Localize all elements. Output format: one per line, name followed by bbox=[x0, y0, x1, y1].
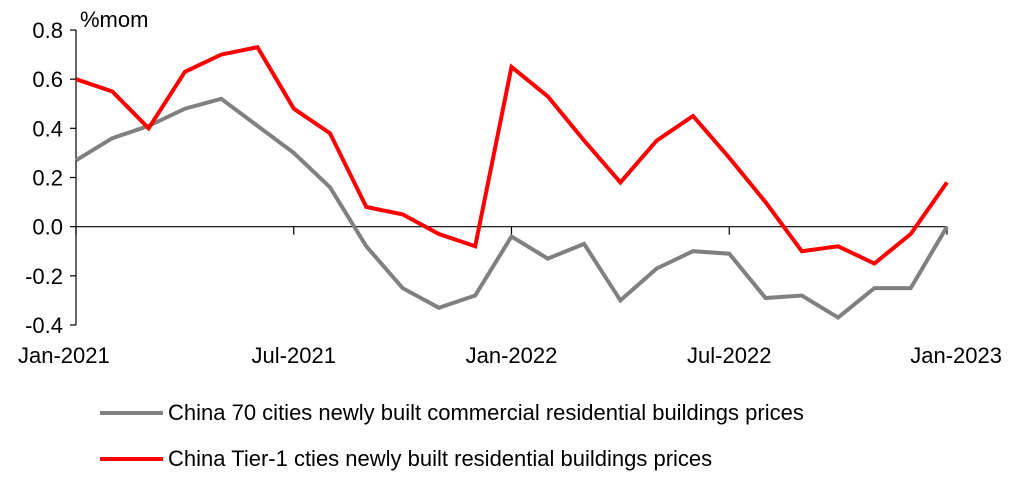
y-axis-unit-label: %mom bbox=[80, 7, 148, 32]
y-tick-label: 0.0 bbox=[32, 215, 63, 240]
legend-item-tier1-cities: China Tier-1 cties newly built residenti… bbox=[100, 442, 1000, 476]
line-chart: 0.8 0.6 0.4 0.2 0.0 -0.2 -0.4 Jan-2021 Jul-2021 J… bbox=[18, 7, 1002, 368]
y-tick-label: 0.8 bbox=[32, 18, 63, 43]
x-tick-label: Jan-2023 bbox=[910, 343, 1002, 368]
series-line-70-cities bbox=[74, 96, 949, 321]
legend-label-70-cities: China 70 cities newly built commercial r… bbox=[168, 400, 804, 425]
legend-swatch-70-cities bbox=[100, 411, 163, 415]
x-tick-label: Jan-2021 bbox=[18, 343, 110, 368]
series-line-tier1-cities bbox=[75, 44, 949, 266]
legend-swatch-tier1-cities bbox=[100, 457, 163, 461]
y-tick-label: -0.2 bbox=[25, 264, 63, 289]
y-tick-label: 0.4 bbox=[32, 116, 63, 141]
y-tick-label: -0.4 bbox=[25, 313, 63, 338]
x-tick-label: Jul-2021 bbox=[252, 343, 336, 368]
legend-item-70-cities: China 70 cities newly built commercial r… bbox=[100, 396, 1000, 430]
y-tick-label: 0.2 bbox=[32, 166, 63, 191]
x-tick-label: Jan-2022 bbox=[466, 343, 558, 368]
x-tick-label: Jul-2022 bbox=[687, 343, 771, 368]
legend-label-tier1-cities: China Tier-1 cties newly built residenti… bbox=[168, 446, 713, 471]
y-tick-label: 0.6 bbox=[32, 67, 63, 92]
